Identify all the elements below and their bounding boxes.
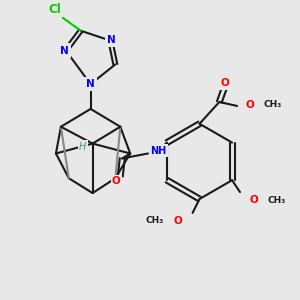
Text: O: O — [246, 100, 254, 110]
Text: NH: NH — [150, 146, 166, 155]
Text: N: N — [86, 79, 95, 89]
Text: CH₃: CH₃ — [146, 216, 164, 225]
Text: CH₃: CH₃ — [264, 100, 282, 109]
Text: O: O — [250, 195, 258, 205]
Text: CH₃: CH₃ — [268, 196, 286, 205]
Text: Cl: Cl — [48, 3, 61, 16]
Text: O: O — [221, 78, 230, 88]
Text: N: N — [107, 34, 116, 45]
Text: O: O — [112, 176, 121, 186]
Text: H: H — [79, 142, 86, 152]
Text: O: O — [173, 216, 182, 226]
Text: N: N — [61, 46, 69, 56]
